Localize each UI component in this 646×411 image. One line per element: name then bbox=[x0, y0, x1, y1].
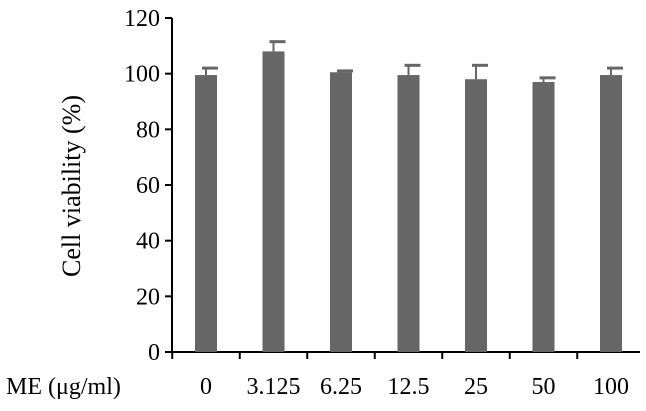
x-tick-label: 100 bbox=[593, 374, 629, 400]
bar bbox=[330, 72, 352, 353]
bar bbox=[532, 82, 555, 353]
y-tick-label: 60 bbox=[136, 173, 160, 199]
x-tick-label: 12.5 bbox=[388, 374, 430, 400]
y-tick-label: 20 bbox=[136, 284, 160, 310]
bar bbox=[195, 75, 217, 352]
error-bars bbox=[202, 40, 623, 83]
bar bbox=[465, 79, 487, 352]
y-tick-label: 120 bbox=[124, 6, 160, 32]
y-tick-label: 80 bbox=[136, 117, 160, 143]
x-tick-label: 25 bbox=[464, 374, 488, 400]
y-axis-title: Cell viability (%) bbox=[57, 95, 86, 277]
x-tick-label: 0 bbox=[200, 374, 212, 400]
bar bbox=[397, 75, 420, 352]
y-tick-label: 0 bbox=[148, 340, 160, 366]
x-axis-title: ME (μg/ml) bbox=[6, 374, 121, 400]
y-tick-label: 100 bbox=[124, 62, 160, 88]
x-tick-label: 50 bbox=[532, 374, 556, 400]
y-tick-label: 40 bbox=[136, 229, 160, 255]
x-tick-label: 6.25 bbox=[320, 374, 362, 400]
x-tick-label: 3.125 bbox=[247, 374, 301, 400]
x-axis-labels: 0 3.125 6.25 12.5 25 50 100 bbox=[200, 374, 629, 400]
y-axis-ticks: 0 20 40 60 80 100 120 bbox=[124, 6, 172, 366]
bar bbox=[262, 51, 285, 353]
bar bbox=[600, 75, 622, 352]
bars bbox=[195, 51, 622, 353]
